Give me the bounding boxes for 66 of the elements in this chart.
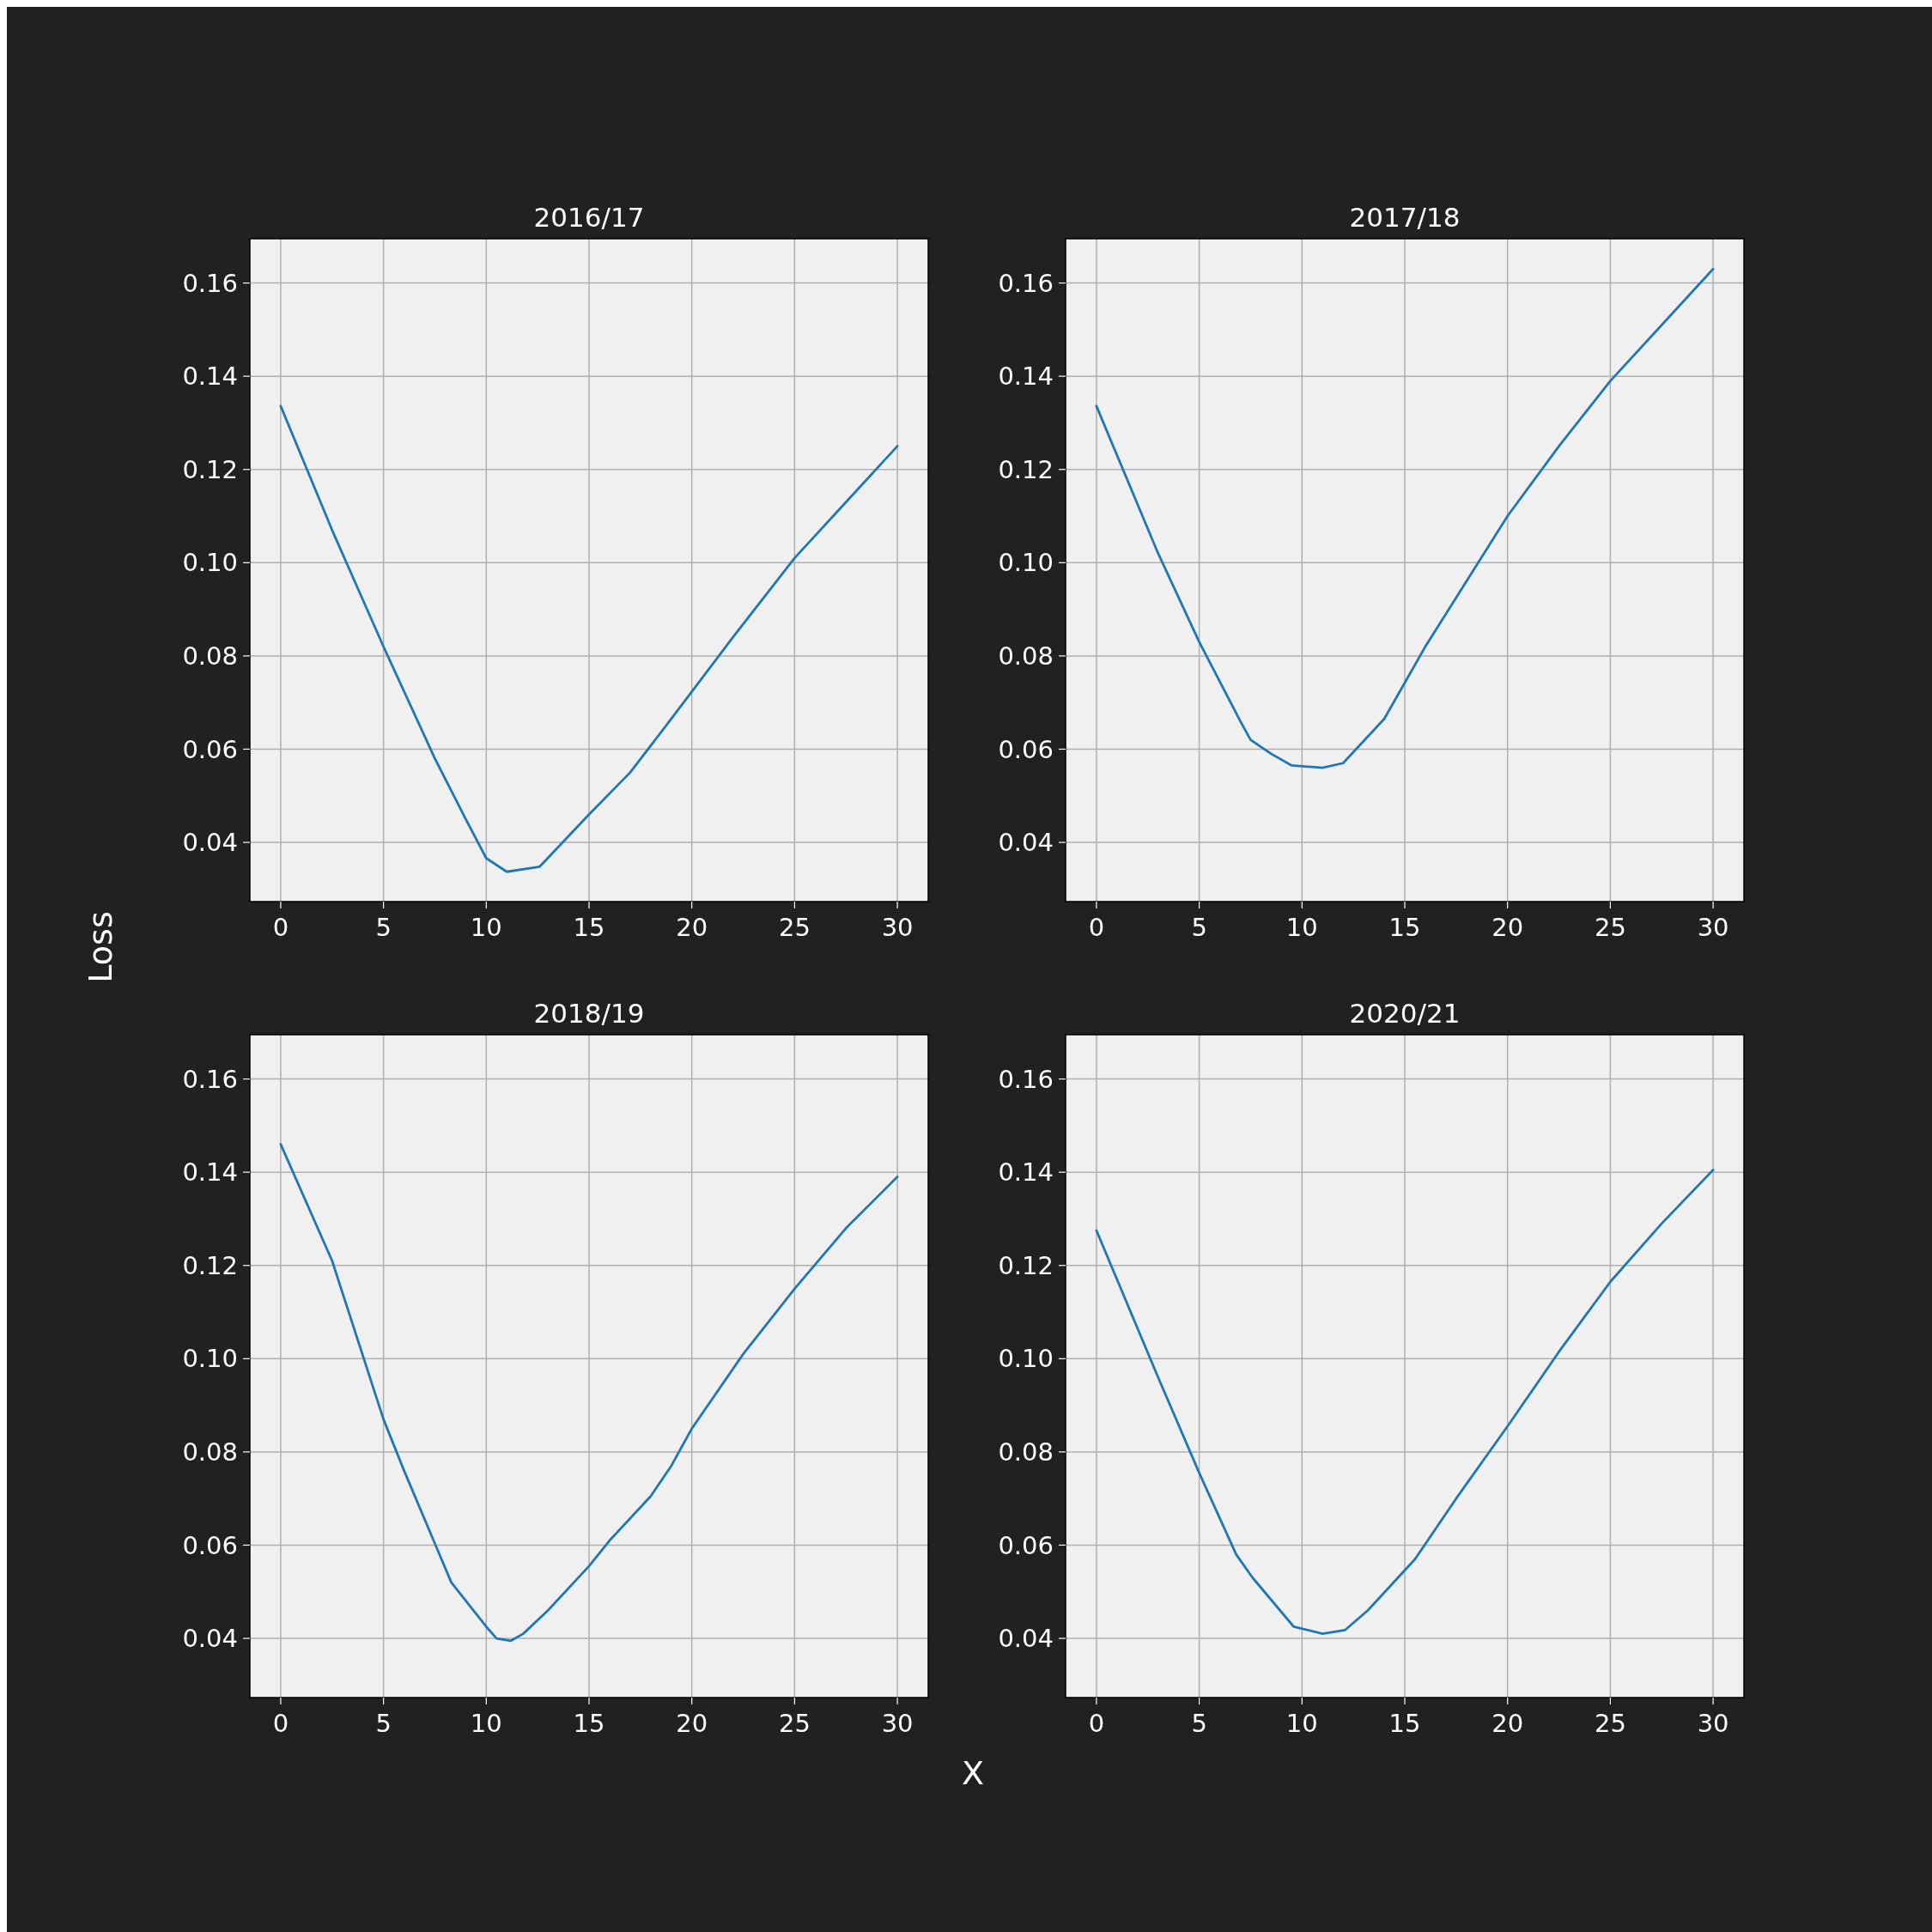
line-series (1095, 267, 1715, 769)
line-series (1095, 1169, 1715, 1636)
x-tick-label: 15 (573, 1709, 605, 1738)
y-tick-label: 0.08 (998, 1437, 1054, 1467)
x-tick-label: 25 (1594, 1709, 1626, 1738)
line-series (279, 1143, 899, 1643)
x-tick-label: 20 (676, 1709, 708, 1738)
y-axis-title: Loss (82, 911, 119, 983)
y-tick-label: 0.08 (182, 641, 238, 671)
y-tick-label: 0.12 (998, 454, 1054, 484)
x-tick-label: 5 (1191, 1709, 1207, 1738)
x-tick-label: 0 (272, 1709, 289, 1738)
y-tick-label: 0.08 (182, 1437, 238, 1467)
x-tick-label: 20 (1492, 1709, 1524, 1738)
y-tick-label: 0.10 (182, 1344, 238, 1374)
y-tick-label: 0.10 (182, 548, 238, 578)
y-tick-label: 0.14 (998, 361, 1054, 392)
x-tick-label: 0 (1088, 1709, 1105, 1738)
x-tick-label: 30 (1697, 913, 1729, 942)
y-tick-label: 0.10 (998, 1344, 1054, 1374)
y-tick-label: 0.04 (182, 1624, 238, 1654)
y-tick-label: 0.16 (998, 268, 1054, 298)
y-tick-label: 0.06 (182, 1530, 238, 1560)
x-tick-label: 15 (1388, 1709, 1421, 1738)
y-tick-label: 0.06 (182, 734, 238, 764)
x-axis-title: X (961, 1754, 985, 1792)
x-tick-label: 20 (1492, 913, 1524, 942)
chart-title: 2016/17 (533, 202, 645, 233)
y-tick-label: 0.12 (998, 1250, 1054, 1280)
x-tick-label: 10 (470, 1709, 502, 1738)
x-tick-label: 25 (1594, 913, 1626, 942)
y-tick-label: 0.14 (998, 1157, 1054, 1188)
y-tick-label: 0.06 (998, 734, 1054, 764)
x-tick-label: 30 (881, 1709, 914, 1738)
y-tick-label: 0.14 (182, 361, 238, 392)
chart-title: 2017/18 (1349, 202, 1461, 233)
x-tick-label: 0 (1088, 913, 1105, 942)
y-tick-label: 0.04 (998, 828, 1054, 858)
chart-title: 2020/21 (1349, 998, 1461, 1029)
y-tick-label: 0.10 (998, 548, 1054, 578)
x-tick-label: 0 (272, 913, 289, 942)
y-tick-label: 0.12 (182, 1250, 238, 1280)
y-tick-label: 0.06 (998, 1530, 1054, 1560)
y-tick-label: 0.16 (182, 1064, 238, 1094)
x-tick-label: 5 (1191, 913, 1207, 942)
x-tick-label: 20 (676, 913, 708, 942)
y-tick-label: 0.04 (182, 828, 238, 858)
y-tick-label: 0.12 (182, 454, 238, 484)
x-tick-label: 30 (1697, 1709, 1729, 1738)
x-tick-label: 25 (778, 1709, 811, 1738)
y-tick-label: 0.04 (998, 1624, 1054, 1654)
y-tick-label: 0.08 (998, 641, 1054, 671)
x-tick-label: 10 (470, 913, 502, 942)
x-tick-label: 5 (375, 913, 392, 942)
line-series (279, 404, 899, 873)
x-tick-label: 15 (1388, 913, 1421, 942)
chart-title: 2018/19 (533, 998, 645, 1029)
y-tick-label: 0.14 (182, 1157, 238, 1188)
y-tick-label: 0.16 (182, 268, 238, 298)
x-tick-label: 15 (573, 913, 605, 942)
x-tick-label: 25 (778, 913, 811, 942)
x-tick-label: 10 (1285, 913, 1318, 942)
x-tick-label: 5 (375, 1709, 392, 1738)
x-tick-label: 10 (1285, 1709, 1318, 1738)
y-tick-label: 0.16 (998, 1064, 1054, 1094)
x-tick-label: 30 (881, 913, 914, 942)
